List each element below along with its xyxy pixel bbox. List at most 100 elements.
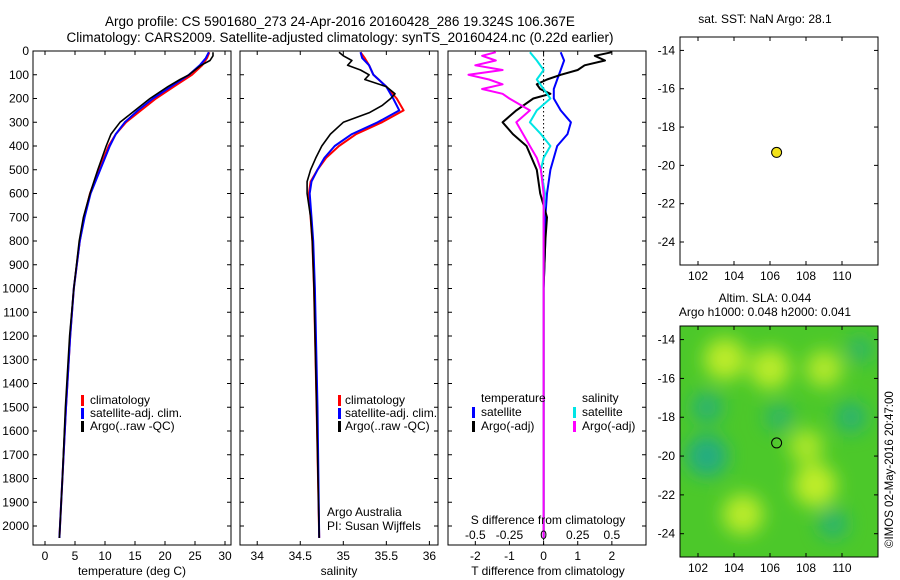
s-tick-label: 0.5 xyxy=(604,528,621,542)
t-tick-label: 1 xyxy=(574,549,581,563)
x-tick-label: 36 xyxy=(423,549,437,563)
sla-anomaly-cell xyxy=(846,335,874,363)
legend-header-salinity: salinity xyxy=(582,391,619,405)
depth-tick-label: 1400 xyxy=(2,377,29,391)
legend-label-satellite: satellite-adj. clim. xyxy=(345,406,437,420)
depth-tick-label: 1900 xyxy=(2,495,29,509)
depth-tick-label: 1300 xyxy=(2,353,29,367)
lon-tick-label: 108 xyxy=(796,269,816,283)
legend-label-s-argo: Argo(-adj) xyxy=(582,419,635,433)
depth-tick-label: 1500 xyxy=(2,400,29,414)
x-tick-label: 35 xyxy=(337,549,351,563)
depth-tick-label: 1800 xyxy=(2,472,29,486)
lat-tick-label: -18 xyxy=(658,120,676,134)
sst-title: sat. SST: NaN Argo: 28.1 xyxy=(698,12,832,26)
difference-series-4 xyxy=(467,51,545,538)
sla-anomaly-cell xyxy=(704,338,746,380)
t-tick-label: 0 xyxy=(540,549,547,563)
salinity-panel: 34 34.5 35 35.5 36 salinity climatology sate… xyxy=(239,50,439,578)
lon-tick-label: 104 xyxy=(724,561,744,575)
legend-swatch-satellite xyxy=(81,408,84,419)
legend-label-climatology: climatology xyxy=(345,393,405,407)
s-tick-label: -0.5 xyxy=(465,528,486,542)
depth-tick-label: 1100 xyxy=(3,305,29,319)
depth-tick-label: 900 xyxy=(9,258,29,272)
s-tick-label: -0.25 xyxy=(496,528,524,542)
x-tick-label: 34.5 xyxy=(289,549,313,563)
lon-tick-label: 110 xyxy=(832,561,851,575)
x-tick-label: 10 xyxy=(98,549,112,563)
legend-label-satellite: satellite-adj. clim. xyxy=(90,406,182,420)
depth-tick-label: 300 xyxy=(9,115,29,129)
annotation-pi: PI: Susan Wijffels xyxy=(327,519,421,533)
lon-tick-label: 102 xyxy=(688,561,708,575)
x-tick-label: 0 xyxy=(42,549,49,563)
lat-tick-label: -24 xyxy=(658,527,676,541)
sla-anomaly-cell xyxy=(793,463,837,507)
depth-tick-label: 1000 xyxy=(2,282,29,296)
lon-tick-label: 104 xyxy=(724,269,744,283)
difference-axes xyxy=(447,50,647,546)
lon-tick-label: 106 xyxy=(760,561,780,575)
temperature-panel: 0 5 10 15 20 25 300100200300400500600700800900… xyxy=(2,44,232,578)
sla-anomaly-cell xyxy=(764,403,794,432)
legend-swatch-argo xyxy=(81,421,84,432)
lat-tick-label: -22 xyxy=(658,197,676,211)
t-tick-label: -1 xyxy=(504,549,515,563)
depth-tick-label: 500 xyxy=(9,163,29,177)
s-tick-label: 0.25 xyxy=(566,528,590,542)
legend-swatch-t-satellite xyxy=(472,407,475,418)
depth-tick-label: 400 xyxy=(9,139,29,153)
legend-header-temperature: temperature xyxy=(481,391,546,405)
depth-tick-label: 1200 xyxy=(2,329,29,343)
sla-anomaly-cell xyxy=(788,429,824,464)
s-tick-label: 0 xyxy=(540,528,547,542)
difference-series-2 xyxy=(501,51,613,538)
difference-panel: -2 -1 0 1 2 -0.5 -0.25 0 0.25 0.5 S difference fr… xyxy=(447,50,647,578)
depth-tick-label: 1700 xyxy=(2,448,29,462)
series-line-3 xyxy=(58,52,214,538)
sla-anomaly-cell xyxy=(691,391,723,424)
salinity-axes xyxy=(239,50,439,546)
legend-swatch-climatology xyxy=(81,395,84,406)
legend-label-argo: Argo(..raw -QC) xyxy=(90,419,175,433)
legend-label-t-argo: Argo(-adj) xyxy=(481,419,534,433)
lat-tick-label: -14 xyxy=(658,43,676,57)
sla-anomaly-cell xyxy=(817,508,849,540)
depth-tick-label: 600 xyxy=(9,187,29,201)
lon-tick-label: 102 xyxy=(688,269,708,283)
x-tick-label: 35.5 xyxy=(375,549,399,563)
x-tick-label: 20 xyxy=(158,549,172,563)
legend-swatch-s-satellite xyxy=(573,407,576,418)
sla-anomaly-cell xyxy=(835,401,867,434)
sst-map-panel: sat. SST: NaN Argo: 28.1 102 104 106 108 110… xyxy=(658,12,879,283)
x-tick-label: 15 xyxy=(128,549,142,563)
salinity-xlabel: salinity xyxy=(321,564,358,578)
temperature-xlabel: temperature (deg C) xyxy=(78,564,186,578)
legend-swatch-satellite xyxy=(338,408,341,419)
title-line-2: Climatology: CARS2009. Satellite-adjuste… xyxy=(66,30,613,45)
sla-title-line-2: Argo h1000: 0.048 h2000: 0.041 xyxy=(679,305,851,319)
lat-tick-label: -24 xyxy=(658,235,676,249)
lat-tick-label: -14 xyxy=(658,333,676,347)
legend-swatch-argo xyxy=(338,421,341,432)
t-tick-label: -2 xyxy=(470,549,481,563)
depth-tick-label: 1600 xyxy=(2,424,29,438)
sla-anomaly-cell xyxy=(805,350,843,388)
lat-tick-label: -18 xyxy=(658,410,676,424)
argo-position-marker xyxy=(771,146,783,158)
legend-label-t-satellite: satellite xyxy=(481,405,522,419)
lat-tick-label: -22 xyxy=(658,488,676,502)
sla-axes xyxy=(679,325,879,558)
s-difference-label: S difference from climatology xyxy=(471,513,626,527)
series-line-3 xyxy=(306,51,396,538)
lat-tick-label: -16 xyxy=(658,82,676,96)
x-tick-label: 25 xyxy=(188,549,202,563)
depth-tick-label: 800 xyxy=(9,234,29,248)
depth-tick-label: 200 xyxy=(9,92,29,106)
legend-swatch-climatology xyxy=(338,395,341,406)
lat-tick-label: -20 xyxy=(658,449,676,463)
lon-tick-label: 106 xyxy=(760,269,780,283)
legend-swatch-t-argo xyxy=(472,421,475,432)
